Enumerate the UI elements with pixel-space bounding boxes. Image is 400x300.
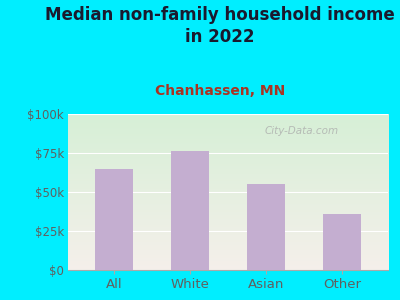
Bar	[95, 169, 133, 270]
Text: Chanhassen, MN: Chanhassen, MN	[155, 84, 285, 98]
Bar	[323, 214, 361, 270]
Text: City-Data.com: City-Data.com	[264, 127, 339, 136]
Text: Median non-family household income
in 2022: Median non-family household income in 20…	[45, 6, 395, 46]
Bar	[247, 184, 285, 270]
Bar	[171, 152, 209, 270]
